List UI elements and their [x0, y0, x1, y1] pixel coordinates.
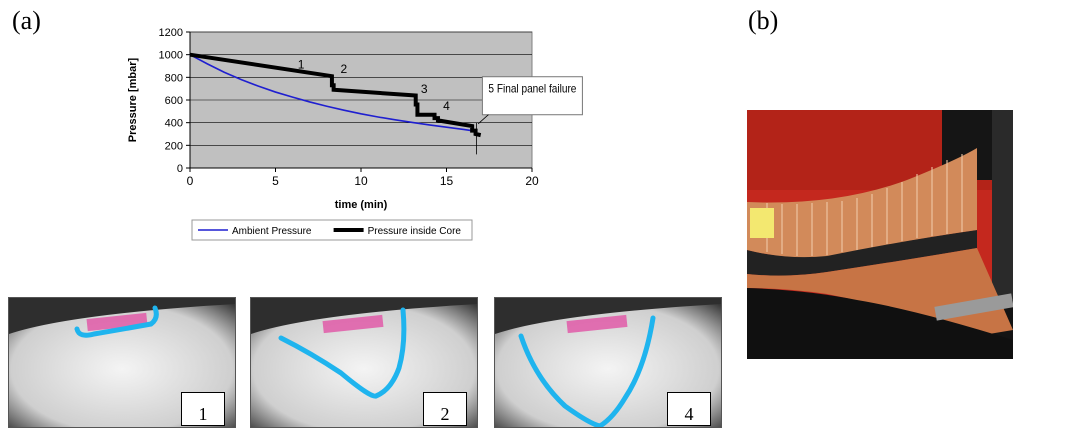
y-tick-label: 0: [177, 163, 183, 175]
y-tick-label: 800: [165, 72, 183, 84]
failure-callout-text: 5 Final panel failure: [488, 82, 576, 96]
stage-tag-2: 2: [423, 392, 467, 426]
panel-label-b: (b): [748, 6, 779, 35]
x-tick-label: 5: [272, 174, 279, 188]
failed-panel-photo: [747, 110, 1013, 359]
failure-callout-box: [481, 76, 583, 116]
series-line-ambient-pressure: [189, 53, 476, 132]
legend-label: Ambient Pressure: [232, 226, 312, 237]
stage-annotation-2: 2: [340, 62, 347, 76]
stage-photo-1: 1: [8, 297, 236, 428]
y-tick-label: 200: [165, 140, 183, 152]
legend-box: [191, 219, 473, 241]
stage-tag-1: 1: [181, 392, 225, 426]
y-tick-label: 400: [165, 118, 183, 130]
legend-label: Pressure inside Core: [368, 226, 462, 237]
stage-annotation-4: 4: [443, 99, 450, 113]
x-tick-label: 10: [354, 174, 368, 188]
x-tick-label: 20: [525, 174, 539, 188]
y-tick-label: 1200: [159, 27, 183, 39]
stage-annotation-1: 1: [298, 57, 305, 71]
stage-photo-2: 2: [250, 297, 478, 428]
failure-callout-arrow: [477, 114, 489, 125]
y-tick-label: 1000: [159, 50, 183, 62]
y-axis-label: Pressure [mbar]: [127, 57, 139, 142]
x-tick-label: 0: [187, 174, 194, 188]
stage-tag-4: 4: [667, 392, 711, 426]
stage-annotation-3: 3: [421, 82, 428, 96]
pressure-chart: 0 200 400 600 800 1000 1200 0 5 10 15 20 time (min) P…: [127, 27, 583, 241]
stage-photo-4: 4: [494, 297, 722, 428]
panel-label-a: (a): [12, 6, 41, 35]
x-tick-label: 15: [440, 174, 454, 188]
y-tick-label: 600: [165, 95, 183, 107]
x-axis-label: time (min): [335, 199, 388, 211]
series-line-pressure-inside-core: [189, 52, 482, 138]
